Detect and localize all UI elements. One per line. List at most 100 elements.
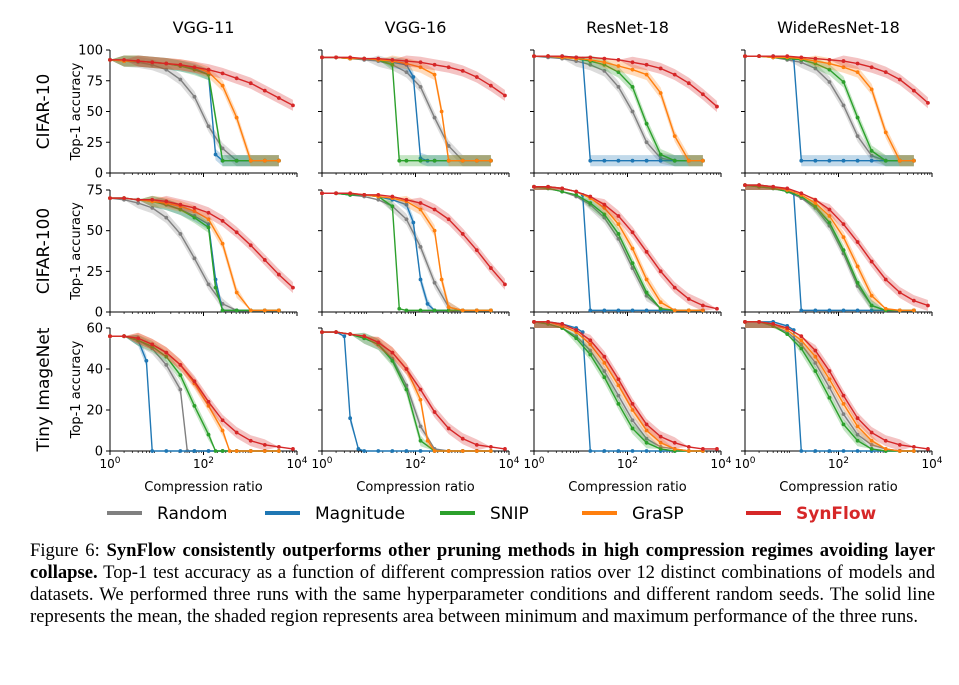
- data-point-synflow: [588, 55, 593, 60]
- data-point-grasp: [911, 449, 916, 453]
- data-point-synflow: [855, 240, 860, 244]
- data-point-magnitude: [602, 449, 607, 453]
- data-point-magnitude: [418, 277, 423, 282]
- data-point-magnitude: [869, 158, 874, 163]
- data-point-random: [869, 442, 874, 447]
- data-point-synflow: [348, 55, 353, 60]
- series-line-grasp: [322, 56, 491, 162]
- data-point-synflow: [460, 436, 465, 441]
- data-point-synflow: [560, 322, 565, 326]
- figure-caption: Figure 6: SynFlow consistently outperfor…: [30, 540, 935, 628]
- data-point-synflow: [715, 306, 719, 311]
- data-point-snip: [164, 354, 169, 359]
- y-tick-label: 0: [95, 445, 103, 460]
- data-point-synflow: [883, 277, 888, 282]
- x-tick-label: 102: [193, 456, 214, 471]
- data-point-grasp: [827, 377, 832, 382]
- x-axis-label: Compression ratio: [779, 480, 898, 495]
- panel-vgg-16-tiny-imagenet: 100 102 104 Compression ratio: [311, 327, 520, 495]
- data-point-grasp: [439, 277, 444, 282]
- data-point-grasp: [883, 447, 888, 451]
- data-point-snip: [192, 215, 197, 220]
- data-point-synflow: [869, 65, 874, 70]
- data-point-synflow: [715, 104, 719, 109]
- data-point-grasp: [911, 158, 916, 163]
- data-point-synflow: [220, 219, 225, 223]
- data-point-grasp: [700, 158, 705, 163]
- data-point-synflow: [390, 194, 395, 199]
- data-point-synflow: [630, 401, 635, 406]
- data-point-magnitude: [616, 449, 621, 453]
- data-point-snip: [404, 308, 409, 313]
- x-axis-label: Compression ratio: [356, 480, 475, 495]
- series-line-snip: [322, 331, 491, 452]
- column-title: VGG-16: [385, 18, 447, 37]
- data-point-snip: [630, 426, 635, 431]
- data-point-magnitude: [855, 308, 860, 313]
- x-tick-label: 102: [617, 456, 638, 471]
- data-point-synflow: [206, 210, 211, 215]
- x-tick-label: 100: [734, 456, 755, 471]
- data-point-magnitude: [144, 358, 149, 363]
- data-point-snip: [869, 447, 874, 451]
- data-point-synflow: [432, 62, 437, 67]
- series-line-synflow: [322, 192, 506, 285]
- data-point-snip: [418, 158, 423, 163]
- data-point-magnitude: [869, 308, 874, 313]
- series-band-grasp: [322, 193, 491, 312]
- series-line-synflow: [110, 335, 294, 450]
- data-point-synflow: [262, 442, 267, 447]
- data-point-grasp: [432, 228, 437, 233]
- data-point-snip: [644, 290, 649, 295]
- data-point-grasp: [658, 440, 663, 445]
- data-point-grasp: [460, 308, 465, 313]
- data-point-magnitude: [630, 158, 635, 163]
- series-line-random: [322, 192, 491, 312]
- data-point-magnitude: [411, 75, 416, 79]
- data-point-snip: [220, 158, 225, 163]
- series-line-grasp: [745, 184, 914, 312]
- data-point-magnitude: [644, 158, 649, 163]
- data-point-synflow: [234, 230, 239, 235]
- series-line-synflow: [534, 55, 718, 108]
- panel-wideresnet-18-cifar-100: [741, 183, 933, 316]
- panel-vgg-16-cifar-100: [318, 189, 510, 316]
- series-band-synflow: [534, 321, 717, 449]
- data-point-snip: [658, 447, 663, 451]
- data-point-snip: [192, 404, 197, 408]
- data-point-magnitude: [841, 158, 846, 163]
- data-point-synflow: [757, 183, 761, 188]
- series-band-grasp: [322, 55, 491, 167]
- y-tick-label: 25: [86, 136, 103, 151]
- series-line-synflow: [110, 197, 294, 289]
- data-point-magnitude: [799, 308, 804, 313]
- data-point-synflow: [503, 447, 507, 451]
- data-point-synflow: [532, 184, 536, 189]
- data-point-snip: [658, 152, 663, 157]
- data-point-synflow: [771, 54, 776, 59]
- data-point-synflow: [334, 191, 338, 196]
- data-point-snip: [827, 67, 832, 72]
- caption-bold-text: SynFlow consistently outperforms other p…: [30, 540, 935, 583]
- series-band-grasp: [110, 332, 279, 451]
- data-point-synflow: [574, 189, 579, 194]
- data-point-random: [841, 412, 846, 416]
- data-point-synflow: [574, 55, 579, 60]
- data-point-synflow: [390, 350, 395, 355]
- data-point-snip: [602, 375, 607, 380]
- data-point-snip: [855, 438, 860, 443]
- data-point-grasp: [234, 449, 239, 453]
- x-tick-label: 104: [710, 456, 731, 471]
- data-point-synflow: [220, 418, 225, 423]
- data-point-grasp: [220, 241, 225, 246]
- legend-label-magnitude: Magnitude: [315, 504, 405, 524]
- data-point-synflow: [206, 399, 211, 404]
- data-point-synflow: [150, 60, 155, 65]
- series-band-magnitude: [745, 185, 914, 311]
- data-point-grasp: [276, 449, 281, 453]
- data-point-synflow: [291, 103, 295, 108]
- data-point-snip: [799, 346, 804, 351]
- data-point-synflow: [855, 416, 860, 421]
- data-point-synflow: [799, 55, 804, 60]
- data-point-grasp: [686, 308, 691, 313]
